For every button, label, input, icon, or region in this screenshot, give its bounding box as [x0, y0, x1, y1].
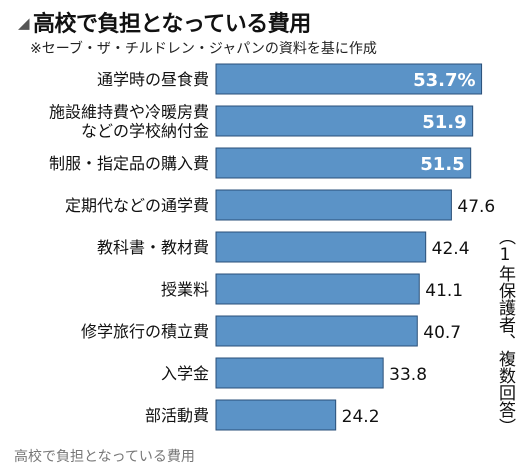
bar — [215, 315, 418, 347]
bar — [215, 105, 474, 137]
image-caption: 高校で負担となっている費用 — [14, 449, 195, 465]
value-label: 41.1 — [425, 281, 463, 301]
category-label: 授業料 — [161, 280, 209, 299]
category-label: 通学時の昼食費 — [97, 70, 209, 89]
value-label: 33.8 — [389, 365, 427, 385]
value-label: 24.2 — [342, 407, 380, 427]
value-label: 51.9 — [422, 112, 466, 133]
category-label: 教科書・教材費 — [97, 238, 209, 257]
value-label: 53.7% — [413, 70, 475, 91]
bar — [215, 231, 427, 263]
category-label: 修学旅行の積立費 — [81, 322, 209, 341]
category-label: などの学校納付金 — [81, 122, 209, 141]
value-label: 40.7 — [423, 323, 461, 343]
respondent-note: （1年保護者、複数回答） — [495, 228, 515, 435]
bar — [215, 357, 384, 389]
category-label: 制服・指定品の購入費 — [49, 154, 209, 173]
bar — [215, 63, 483, 95]
bar — [215, 147, 472, 179]
category-label: 定期代などの通学費 — [65, 196, 209, 215]
source-note: ※セーブ・ザ・チルドレン・ジャパンの資料を基に作成 — [30, 41, 377, 57]
category-label: 入学金 — [161, 364, 209, 383]
category-label: 部活動費 — [145, 406, 209, 425]
value-label: 51.5 — [420, 154, 464, 175]
value-label: 47.6 — [457, 197, 495, 217]
category-label: 施設維持費や冷暖房費 — [49, 103, 209, 122]
value-label: 42.4 — [432, 239, 470, 259]
chart-title-text: 高校で負担となっている費用 — [33, 12, 311, 37]
chart-title: ◢ 高校で負担となっている費用 — [18, 6, 311, 38]
bar — [215, 189, 452, 221]
bar — [215, 273, 420, 305]
bar — [215, 399, 337, 431]
cube-icon: ◢ — [18, 14, 30, 32]
